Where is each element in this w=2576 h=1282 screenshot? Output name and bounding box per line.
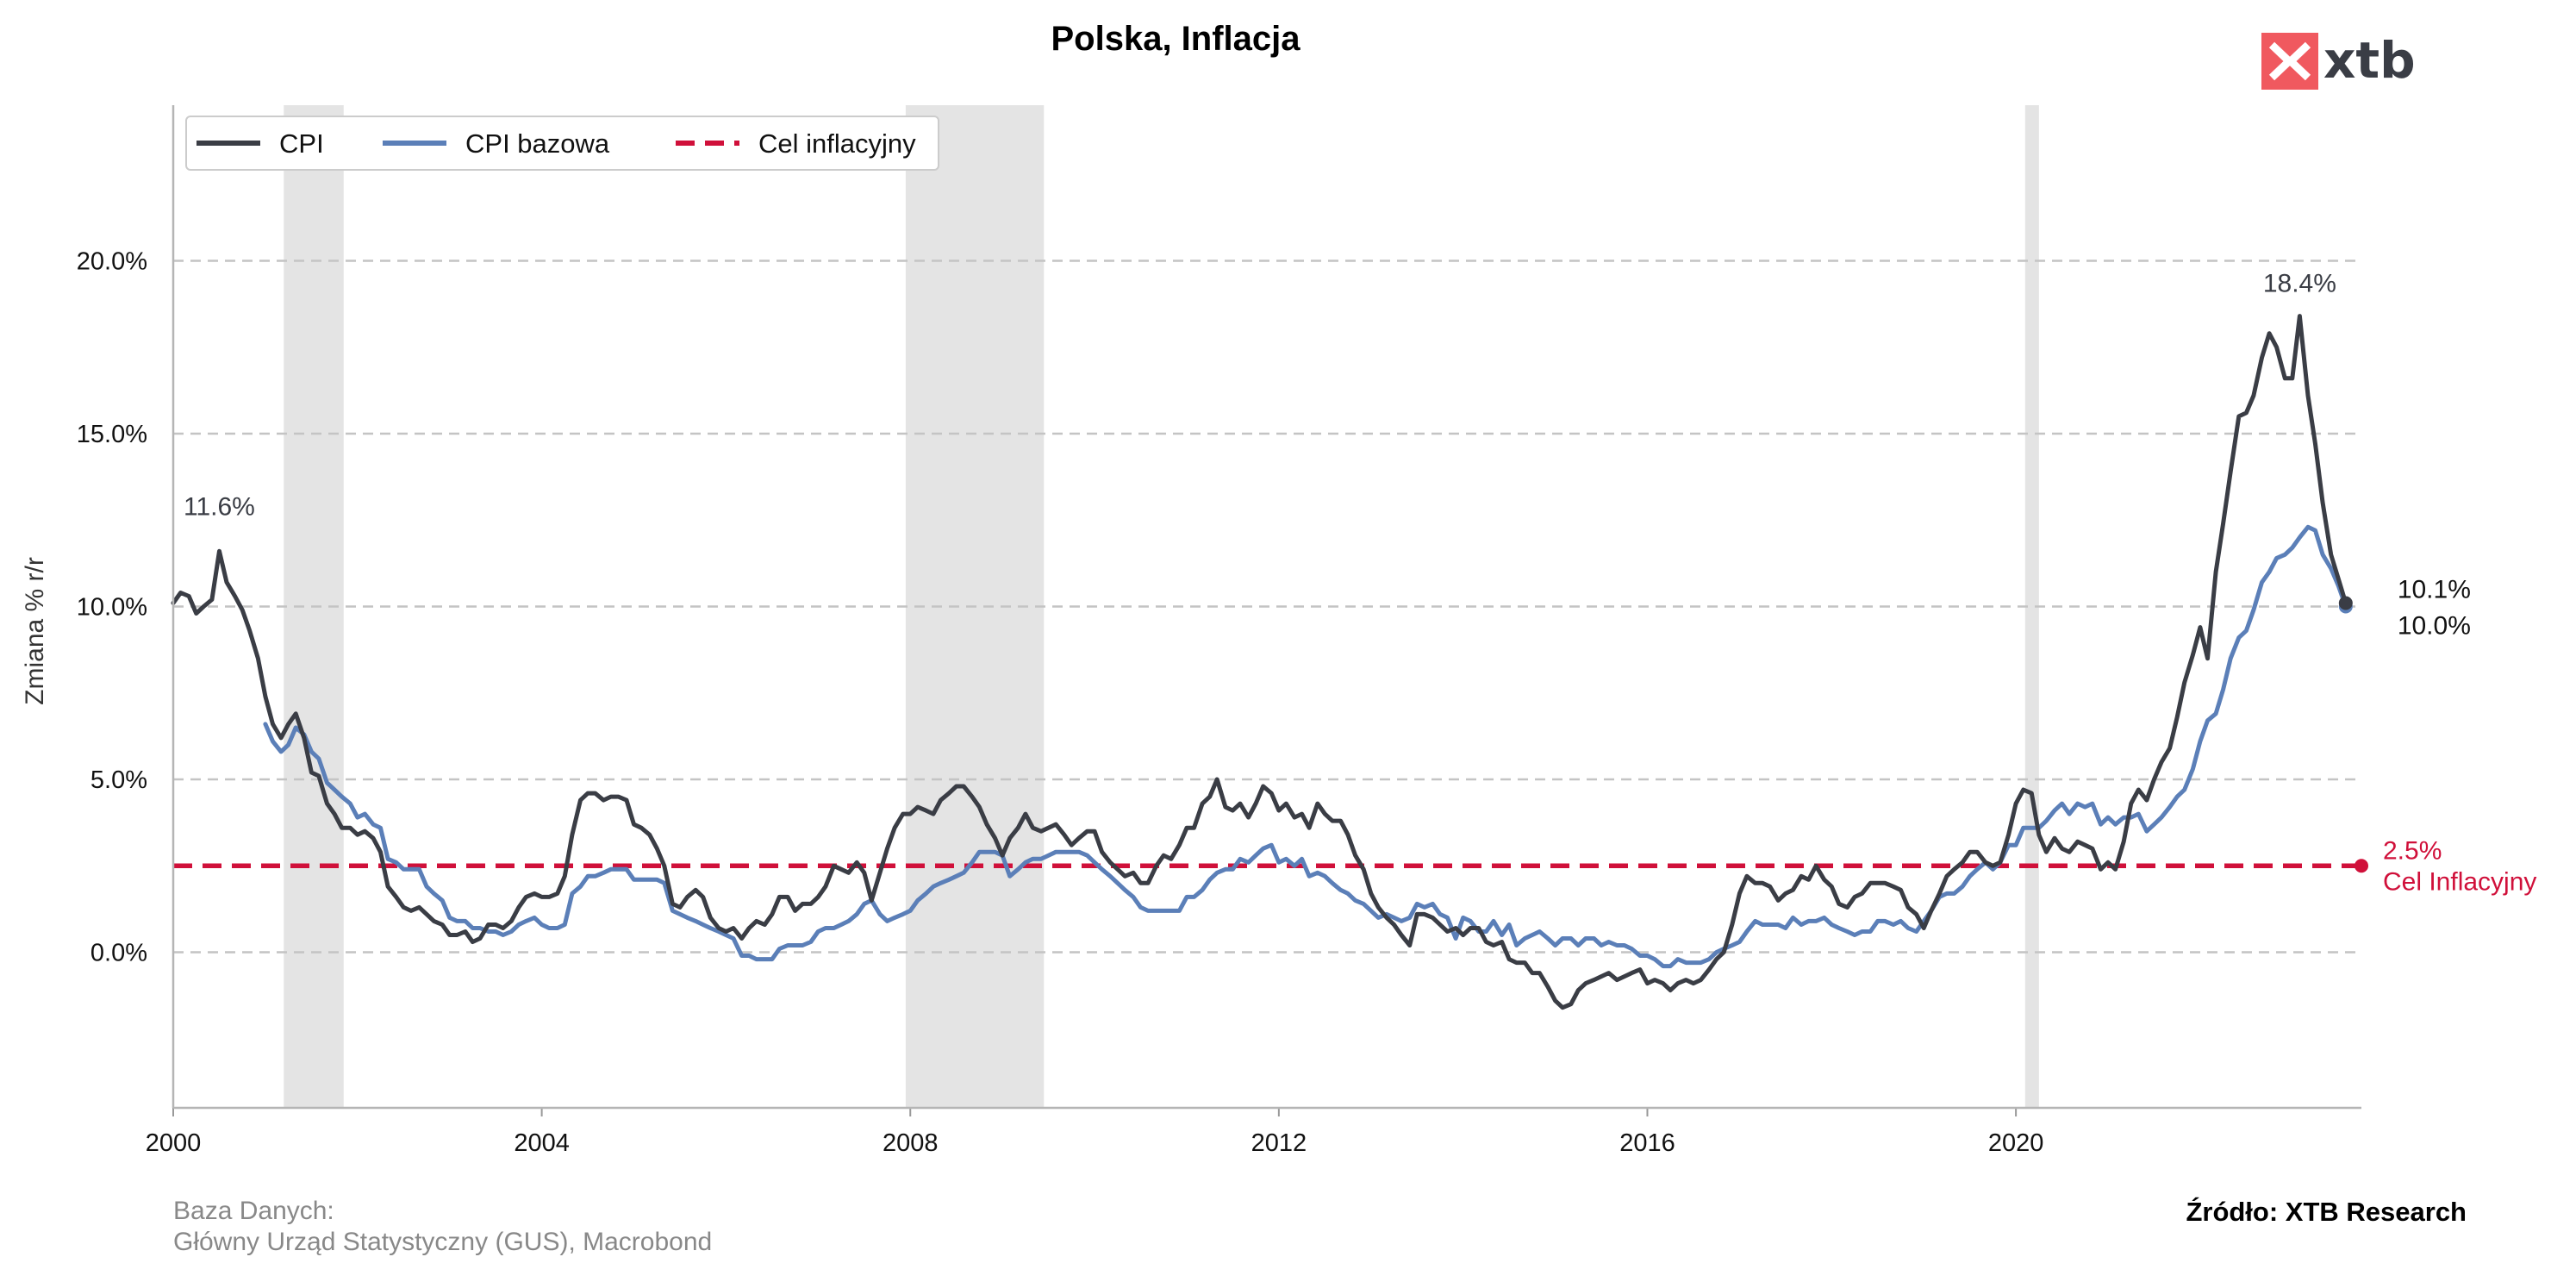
series-end-marker-cpi bbox=[2338, 596, 2353, 610]
source-credit: Źródło: XTB Research bbox=[2186, 1197, 2467, 1227]
xtb-logo-text: xtb bbox=[2323, 31, 2416, 90]
x-tick-label: 2000 bbox=[146, 1129, 202, 1157]
annotation-label: 18.4% bbox=[2263, 270, 2336, 298]
annotation-label: 10.1% bbox=[2398, 575, 2471, 603]
legend-label-cpi-bazowa: CPI bazowa bbox=[465, 128, 610, 159]
shaded-period-2 bbox=[2024, 105, 2039, 1108]
xtb-logo-x-icon bbox=[2268, 41, 2311, 81]
y-tick-labels: 0.0% 5.0% 10.0% 15.0% 20.0% bbox=[77, 247, 147, 966]
y-tick-label: 0.0% bbox=[90, 940, 147, 967]
xtb-logo: xtb bbox=[2261, 31, 2416, 90]
annotation-label: 2.5% bbox=[2383, 836, 2442, 865]
x-tick-label: 2008 bbox=[883, 1129, 939, 1157]
series-layer bbox=[171, 314, 2353, 1010]
database-sources: Główny Urząd Statystyczny (GUS), Macrobo… bbox=[173, 1228, 712, 1256]
legend: CPI CPI bazowa Cel inflacyjny bbox=[185, 116, 939, 171]
legend-label-cel-inflacyjny: Cel inflacyjny bbox=[758, 128, 916, 159]
x-tick-labels: 2000 2004 2008 2012 2016 2020 bbox=[146, 1129, 2044, 1157]
x-tick-label: 2004 bbox=[514, 1129, 570, 1157]
legend-label-cpi: CPI bbox=[279, 128, 324, 159]
legend-box bbox=[185, 116, 939, 171]
y-tick-label: 20.0% bbox=[77, 247, 147, 275]
gridlines bbox=[173, 260, 2361, 954]
series-line-cpi bbox=[171, 314, 2348, 1010]
y-tick-label: 10.0% bbox=[77, 594, 147, 622]
annotation-label: 11.6% bbox=[184, 492, 255, 521]
x-tick-label: 2020 bbox=[1988, 1129, 2044, 1157]
y-tick-label: 15.0% bbox=[77, 421, 147, 448]
y-axis-label: Zmiana % r/r bbox=[21, 557, 49, 705]
chart-title: Polska, Inflacja bbox=[1051, 20, 1300, 58]
x-tick-label: 2016 bbox=[1619, 1129, 1675, 1157]
axes bbox=[172, 105, 2361, 1116]
target-line-layer bbox=[173, 859, 2368, 873]
y-tick-label: 5.0% bbox=[90, 766, 147, 794]
annotation-label: Cel Inflacyjny bbox=[2383, 867, 2536, 896]
annotations: 11.6% 18.4% 10.1% 10.0% 2.5%Cel Inflacyjny bbox=[184, 270, 2536, 897]
database-label: Baza Danych: bbox=[173, 1197, 334, 1225]
target-line-end-marker bbox=[2355, 859, 2368, 873]
x-tick-label: 2012 bbox=[1251, 1129, 1307, 1157]
annotation-label: 10.0% bbox=[2398, 612, 2471, 641]
